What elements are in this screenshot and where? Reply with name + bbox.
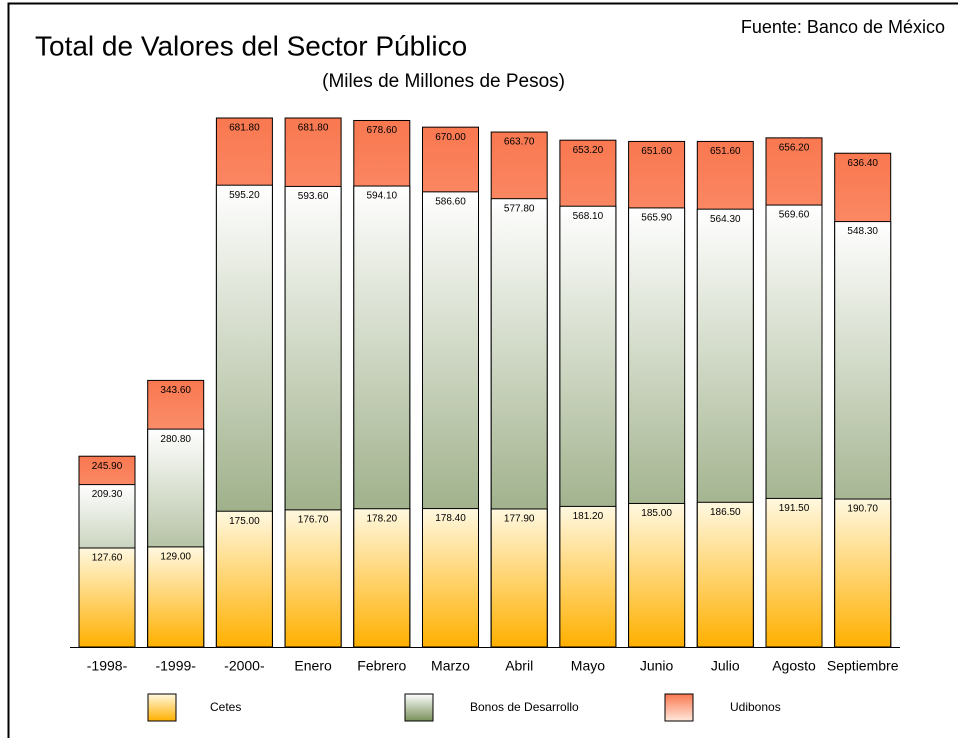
data-label: 175.00	[229, 516, 260, 527]
bar	[147, 546, 205, 648]
data-label: 181.20	[573, 511, 604, 522]
x-tick-label: Agosto	[772, 658, 816, 674]
data-label: 245.90	[92, 461, 123, 472]
data-label: 176.70	[298, 515, 329, 526]
source: Fuente: Banco de México	[741, 17, 945, 37]
data-label: 586.60	[435, 197, 466, 208]
x-tick-label: Febrero	[357, 658, 406, 674]
bar	[765, 497, 823, 648]
data-label: 565.90	[641, 213, 672, 224]
chart-subtitle: (Miles de Millones de Pesos)	[322, 71, 565, 92]
data-label: 681.80	[229, 123, 260, 134]
chart-title: Total de Valores del Sector Público	[35, 30, 467, 61]
bar	[696, 501, 754, 648]
x-tick-label: -2000-	[224, 658, 265, 674]
data-label: 595.20	[229, 190, 260, 201]
x-tick-label: Marzo	[431, 658, 470, 674]
data-label: 594.10	[367, 191, 398, 202]
data-label: 127.60	[92, 553, 123, 564]
bar	[559, 505, 617, 648]
bar	[284, 509, 342, 648]
data-label: 678.60	[367, 125, 398, 136]
bar	[78, 547, 136, 648]
x-tick-label: Julio	[711, 658, 740, 674]
legend-label: Bonos de Desarrollo	[470, 700, 579, 714]
x-tick-label: -1999-	[155, 658, 196, 674]
data-label: 209.30	[92, 489, 123, 500]
legend-label: Cetes	[210, 700, 241, 714]
legend-swatch	[147, 693, 177, 722]
data-label: 185.00	[641, 508, 672, 519]
x-tick-label: Septiembre	[827, 658, 899, 674]
legend-swatch	[664, 693, 694, 722]
data-label: 651.60	[710, 146, 741, 157]
frame	[7, 2, 958, 738]
data-label: 670.00	[435, 132, 466, 143]
x-tick-label: -1998-	[87, 658, 128, 674]
data-label: 280.80	[160, 434, 191, 445]
bar	[422, 508, 479, 648]
data-label: 568.10	[573, 211, 604, 222]
data-label: 653.20	[573, 145, 604, 156]
data-label: 681.80	[298, 123, 329, 134]
data-label: 178.20	[367, 513, 398, 524]
bar	[353, 508, 411, 648]
data-label: 548.30	[847, 226, 878, 237]
x-tick-label: Mayo	[571, 658, 605, 674]
data-label: 663.70	[504, 137, 535, 148]
data-label: 636.40	[847, 158, 878, 169]
legend-swatch	[404, 693, 434, 722]
data-label: 190.70	[847, 504, 878, 515]
data-label: 129.00	[160, 552, 191, 563]
data-label: 177.90	[504, 514, 535, 525]
x-tick-label: Junio	[640, 658, 674, 674]
bar	[490, 508, 548, 648]
data-label: 564.30	[710, 214, 741, 225]
data-label: 577.80	[504, 203, 535, 214]
legend-label: Udibonos	[730, 700, 781, 714]
data-label: 186.50	[710, 507, 741, 518]
bar	[215, 510, 273, 648]
data-label: 343.60	[160, 385, 191, 396]
bar	[834, 498, 892, 648]
data-label: 178.40	[435, 513, 466, 524]
bar	[628, 502, 686, 648]
data-label: 651.60	[641, 146, 672, 157]
x-tick-label: Abril	[505, 658, 533, 674]
x-tick-label: Enero	[294, 658, 332, 674]
data-label: 593.60	[298, 191, 329, 202]
data-label: 569.60	[779, 210, 810, 221]
data-label: 191.50	[779, 503, 810, 514]
data-label: 656.20	[779, 143, 810, 154]
